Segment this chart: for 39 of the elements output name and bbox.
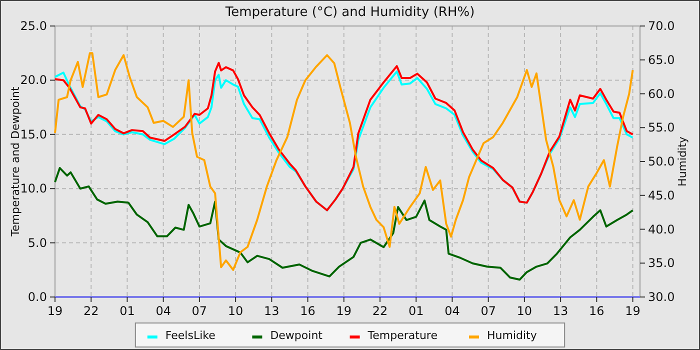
x-tick-label: 01 [120, 304, 135, 318]
legend-label: Humidity [487, 329, 538, 342]
x-tick-label: 19 [47, 304, 63, 318]
x-tick-label: 04 [444, 304, 460, 318]
legend-label: Temperature [366, 329, 438, 342]
y-tick-label: 5.0 [28, 236, 47, 250]
y2-tick-label: 65.0 [648, 52, 675, 67]
x-tick-label: 22 [372, 304, 388, 318]
y-tick-label: 15.0 [20, 127, 47, 142]
y2-tick-label: 55.0 [648, 120, 675, 135]
x-tick-label: 13 [552, 304, 568, 318]
y2-tick-label: 60.0 [648, 86, 675, 101]
y-tick-label: 25.0 [20, 19, 47, 33]
x-tick-label: 19 [336, 304, 352, 318]
y2-tick-label: 30.0 [648, 290, 675, 304]
y2-tick-label: 40.0 [648, 222, 675, 236]
y-tick-label: 0.0 [28, 290, 47, 304]
x-tick-label: 10 [228, 304, 244, 318]
x-tick-label: 04 [156, 304, 171, 318]
x-tick-label: 13 [264, 304, 280, 318]
y2-tick-label: 45.0 [648, 188, 675, 202]
x-tick-label: 10 [516, 304, 532, 318]
y-axis-title: Temperature and Dewpoint [9, 86, 22, 238]
y2-tick-label: 70.0 [648, 19, 675, 33]
legend-label: Dewpoint [270, 329, 324, 342]
y2-tick-label: 50.0 [648, 154, 675, 168]
y-tick-label: 10.0 [20, 182, 47, 196]
x-tick-label: 01 [408, 304, 424, 318]
y-tick-label: 20.0 [20, 73, 47, 88]
x-tick-label: 16 [589, 304, 604, 318]
y2-tick-label: 35.0 [648, 256, 675, 270]
x-tick-label: 16 [300, 304, 316, 318]
chart-title: Temperature (°C) and Humidity (RH%) [224, 5, 475, 20]
x-tick-label: 07 [192, 304, 208, 318]
y2-axis-title: Humidity [676, 136, 689, 186]
x-tick-label: 22 [83, 304, 99, 318]
x-tick-label: 19 [625, 304, 640, 318]
legend-label: FeelsLike [165, 329, 216, 342]
x-tick-label: 07 [480, 304, 496, 318]
